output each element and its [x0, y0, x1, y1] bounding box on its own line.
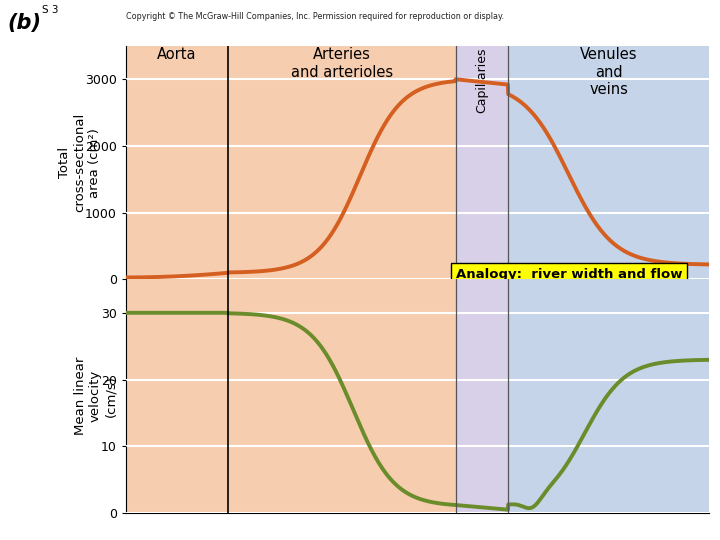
Bar — [228, 46, 456, 280]
Bar — [126, 46, 228, 280]
Bar — [508, 46, 709, 280]
Text: Venules
and
veins: Venules and veins — [580, 47, 637, 97]
Bar — [126, 280, 228, 513]
Bar — [508, 280, 709, 513]
Bar — [456, 46, 508, 280]
Text: Copyright © The McGraw-Hill Companies, Inc. Permission required for reproduction: Copyright © The McGraw-Hill Companies, I… — [126, 12, 504, 21]
Bar — [228, 280, 456, 513]
Text: S 3: S 3 — [42, 5, 58, 16]
Text: Aorta: Aorta — [157, 47, 197, 62]
Text: Analogy:  river width and flow: Analogy: river width and flow — [456, 268, 682, 281]
Y-axis label: Mean linear
velocity
(cm/s): Mean linear velocity (cm/s) — [74, 357, 117, 435]
Bar — [456, 280, 508, 513]
Text: (b): (b) — [7, 14, 41, 33]
Text: Arteries
and arterioles: Arteries and arterioles — [291, 47, 393, 79]
Text: Capillaries: Capillaries — [475, 47, 488, 113]
Y-axis label: Total
cross-sectional
area (cm²): Total cross-sectional area (cm²) — [58, 113, 101, 212]
